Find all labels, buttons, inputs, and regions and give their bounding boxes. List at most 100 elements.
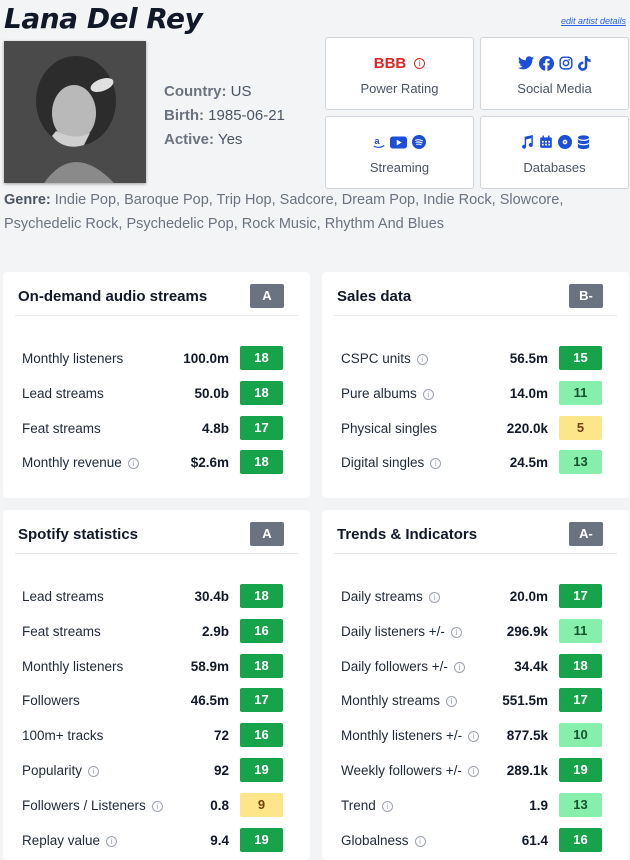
info-icon[interactable]: i	[446, 696, 458, 708]
metric-label-text: Physical singles	[341, 420, 438, 436]
birth-row: Birth: 1985-06-21	[164, 104, 285, 128]
card-title: On-demand audio streams	[18, 288, 208, 305]
databases-tile[interactable]: Databases	[480, 116, 629, 189]
metric-label-text: Monthly listeners	[22, 351, 124, 366]
metric-row: Monthly listeners 58.9m 18	[22, 653, 295, 678]
social-media-tile[interactable]: Social Media	[480, 37, 629, 110]
info-icon[interactable]: i	[430, 458, 442, 470]
score-badge: 17	[240, 415, 283, 440]
metric-row: Daily listeners +/- i 296.9k 11	[341, 618, 614, 643]
youtube-icon[interactable]	[390, 135, 407, 149]
metric-value: 92	[213, 763, 229, 778]
database-icon[interactable]	[577, 134, 590, 150]
info-icon[interactable]: i	[127, 458, 139, 470]
active-value: Yes	[217, 131, 243, 148]
amazon-icon[interactable]: a	[373, 135, 385, 149]
metric-row: Replay value i 9.4 19	[22, 827, 295, 852]
info-icon[interactable]: i	[416, 353, 428, 365]
metric-label: Monthly revenue i	[22, 455, 139, 470]
metric-label: Replay value i	[22, 833, 118, 848]
info-icon[interactable]: i	[88, 765, 100, 777]
metric-label: Daily listeners +/- i	[341, 624, 462, 639]
metric-row: Weekly followers +/- i 289.1k 19	[341, 758, 614, 782]
metric-label-text: Monthly listeners	[22, 658, 124, 674]
info-icon[interactable]: i	[106, 835, 118, 847]
calendar-icon[interactable]	[539, 135, 553, 149]
metric-value: 9.4	[210, 832, 229, 848]
metric-row: Monthly streams i 551.5m 17	[341, 688, 614, 713]
score-badge: 18	[240, 653, 283, 678]
metric-label: Feat streams	[22, 624, 101, 639]
score-badge: 5	[559, 415, 602, 440]
metric-row: Daily followers +/- i 34.4k 18	[341, 653, 614, 678]
metric-row: Followers 46.5m 17	[22, 688, 295, 713]
disc-icon[interactable]	[557, 135, 572, 149]
score-badge: 10	[559, 723, 602, 748]
country-value: US	[230, 83, 252, 100]
power-rating-tile[interactable]: BBB i Power Rating	[325, 37, 474, 110]
info-icon[interactable]: i	[453, 661, 465, 673]
info-icon[interactable]: i	[381, 800, 393, 812]
metric-label: Pure albums i	[341, 386, 434, 401]
score-badge: 9	[240, 792, 283, 817]
social-media-label: Social Media	[517, 81, 592, 96]
metric-label: Monthly listeners	[22, 351, 123, 366]
metric-value: 877.5k	[506, 728, 548, 744]
grade-badge: B-	[569, 284, 603, 308]
score-badge: 15	[559, 346, 602, 370]
metric-value: 58.9m	[190, 658, 229, 674]
score-badge: 16	[240, 723, 283, 748]
score-badge: 13	[559, 450, 602, 475]
grade-badge: A-	[569, 522, 603, 546]
metric-label-text: Daily streams	[341, 589, 423, 604]
metric-value: 72	[213, 728, 229, 744]
info-icon[interactable]: i	[450, 626, 462, 638]
metric-label-text: CSPC units	[341, 351, 411, 366]
metric-value: 50.0b	[194, 385, 229, 401]
spotify-icon[interactable]	[412, 135, 426, 149]
metric-value: 296.9k	[506, 623, 548, 639]
metric-value: 2.9b	[201, 623, 229, 639]
metric-label: Monthly streams i	[341, 693, 458, 709]
facebook-icon[interactable]	[539, 55, 554, 71]
artist-header: Lana Del Rey edit artist details Country…	[0, 0, 630, 256]
info-icon[interactable]: i	[468, 731, 480, 743]
score-badge: 17	[240, 688, 283, 713]
metric-label-text: Monthly streams	[341, 693, 441, 709]
info-icon[interactable]: i	[467, 765, 479, 777]
music-note-icon[interactable]	[520, 135, 534, 149]
twitter-icon[interactable]	[518, 56, 534, 70]
tiktok-icon[interactable]	[578, 55, 591, 71]
info-icon[interactable]: i	[428, 591, 440, 603]
metric-label-text: Followers	[22, 693, 80, 709]
birth-value: 1985-06-21	[208, 107, 285, 124]
metric-row: Popularity i 92 19	[22, 758, 295, 782]
metric-label: Feat streams	[22, 421, 101, 436]
audio-streams-card: On-demand audio streams A Monthly listen…	[3, 272, 310, 498]
genre-value: Indie Pop, Baroque Pop, Trip Hop, Sadcor…	[4, 192, 564, 232]
info-icon[interactable]: i	[422, 388, 434, 400]
edit-artist-link[interactable]: edit artist details	[560, 16, 626, 26]
score-badge: 18	[240, 346, 283, 370]
score-badge: 16	[559, 827, 602, 852]
metric-label: Followers	[22, 693, 80, 708]
metric-value: 100.0m	[183, 351, 229, 366]
info-icon[interactable]: i	[151, 800, 163, 812]
metric-label-text: Pure albums	[341, 385, 417, 401]
metric-row: Followers / Listeners i 0.8 9	[22, 792, 295, 817]
metric-label: Lead streams	[22, 386, 104, 401]
instagram-icon[interactable]	[559, 56, 573, 70]
card-header: On-demand audio streams A	[15, 284, 298, 316]
metric-value: 4.8b	[201, 420, 229, 436]
streaming-tile[interactable]: a Streaming	[325, 116, 474, 189]
metric-label-text: Digital singles	[341, 455, 425, 471]
metric-label-text: Followers / Listeners	[22, 797, 146, 813]
metric-label-text: Daily listeners +/-	[341, 623, 445, 639]
info-icon[interactable]: i	[414, 835, 426, 847]
metric-label: Lead streams	[22, 589, 104, 604]
metric-label: CSPC units i	[341, 351, 428, 366]
metric-label: 100m+ tracks	[22, 728, 103, 743]
metric-row: Physical singles 220.0k 5	[341, 415, 614, 440]
score-badge: 13	[559, 792, 602, 817]
metric-label-text: Trend	[341, 797, 376, 813]
